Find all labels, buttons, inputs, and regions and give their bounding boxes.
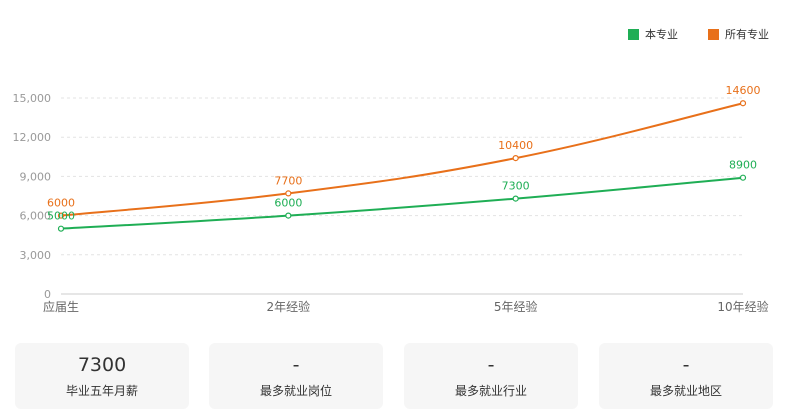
legend-item-all-majors[interactable]: 所有专业 xyxy=(708,26,769,42)
x-tick-label: 2年经验 xyxy=(267,299,311,314)
salary-line-chart: 0 3,000 6,000 9,000 12,000 15,000 应届生 2年经验 5年经验 1… xyxy=(13,84,769,314)
stat-label: 最多就业岗位 xyxy=(259,384,332,398)
data-point[interactable] xyxy=(285,212,292,219)
data-label: 6000 xyxy=(274,197,302,210)
axes: 0 3,000 6,000 9,000 12,000 15,000 应届生 2年经验 5年经验 1… xyxy=(13,92,769,314)
chart-legend: 本专业 所有专业 xyxy=(598,26,769,42)
stat-label: 最多就业行业 xyxy=(454,384,527,398)
y-tick-label: 9,000 xyxy=(20,170,52,183)
data-label: 10400 xyxy=(498,139,533,152)
stat-label: 毕业五年月薪 xyxy=(65,384,138,398)
legend-label-all-majors: 所有专业 xyxy=(725,28,769,41)
y-tick-label: 6,000 xyxy=(20,210,52,223)
data-point[interactable] xyxy=(739,174,747,181)
stat-value: - xyxy=(682,354,690,376)
data-label: 7300 xyxy=(502,180,530,193)
data-label: 6000 xyxy=(47,197,75,210)
stat-value: - xyxy=(292,354,300,376)
data-point[interactable] xyxy=(285,190,292,197)
data-point[interactable] xyxy=(512,155,519,162)
data-label: 8900 xyxy=(729,159,757,172)
y-tick-label: 0 xyxy=(44,288,51,301)
legend-swatch-major xyxy=(628,28,639,40)
x-tick-label: 应届生 xyxy=(43,299,79,314)
data-label: 5000 xyxy=(47,210,75,223)
data-point[interactable] xyxy=(57,225,65,232)
legend-swatch-all-majors xyxy=(708,28,719,40)
data-point[interactable] xyxy=(512,195,519,202)
stat-card-top-position: - 最多就业岗位 xyxy=(209,343,383,409)
y-tick-label: 3,000 xyxy=(20,249,52,262)
stat-card-five-year-salary: 7300 毕业五年月薪 xyxy=(15,343,189,409)
legend-item-major[interactable]: 本专业 xyxy=(628,26,678,42)
series-lines xyxy=(57,100,747,232)
y-tick-label: 12,000 xyxy=(13,131,52,144)
stat-label: 最多就业地区 xyxy=(649,384,722,398)
stat-card-top-region: - 最多就业地区 xyxy=(599,343,773,409)
x-tick-label: 5年经验 xyxy=(494,299,538,314)
legend-label-major: 本专业 xyxy=(645,28,678,41)
data-point[interactable] xyxy=(739,100,747,107)
stat-card-top-industry: - 最多就业行业 xyxy=(404,343,578,409)
y-tick-label: 15,000 xyxy=(13,92,52,105)
stat-value: 7300 xyxy=(77,354,127,376)
x-tick-label: 10年经验 xyxy=(717,299,768,314)
stat-value: - xyxy=(487,354,495,376)
series-line-1 xyxy=(60,102,744,217)
data-label: 14600 xyxy=(726,84,761,97)
series-line-0 xyxy=(60,176,744,230)
grid-lines xyxy=(61,97,743,256)
data-label: 7700 xyxy=(274,174,302,187)
stat-cards: 7300 毕业五年月薪 - 最多就业岗位 - 最多就业行业 - 最多就业地区 xyxy=(15,343,774,409)
data-point[interactable] xyxy=(57,212,65,219)
